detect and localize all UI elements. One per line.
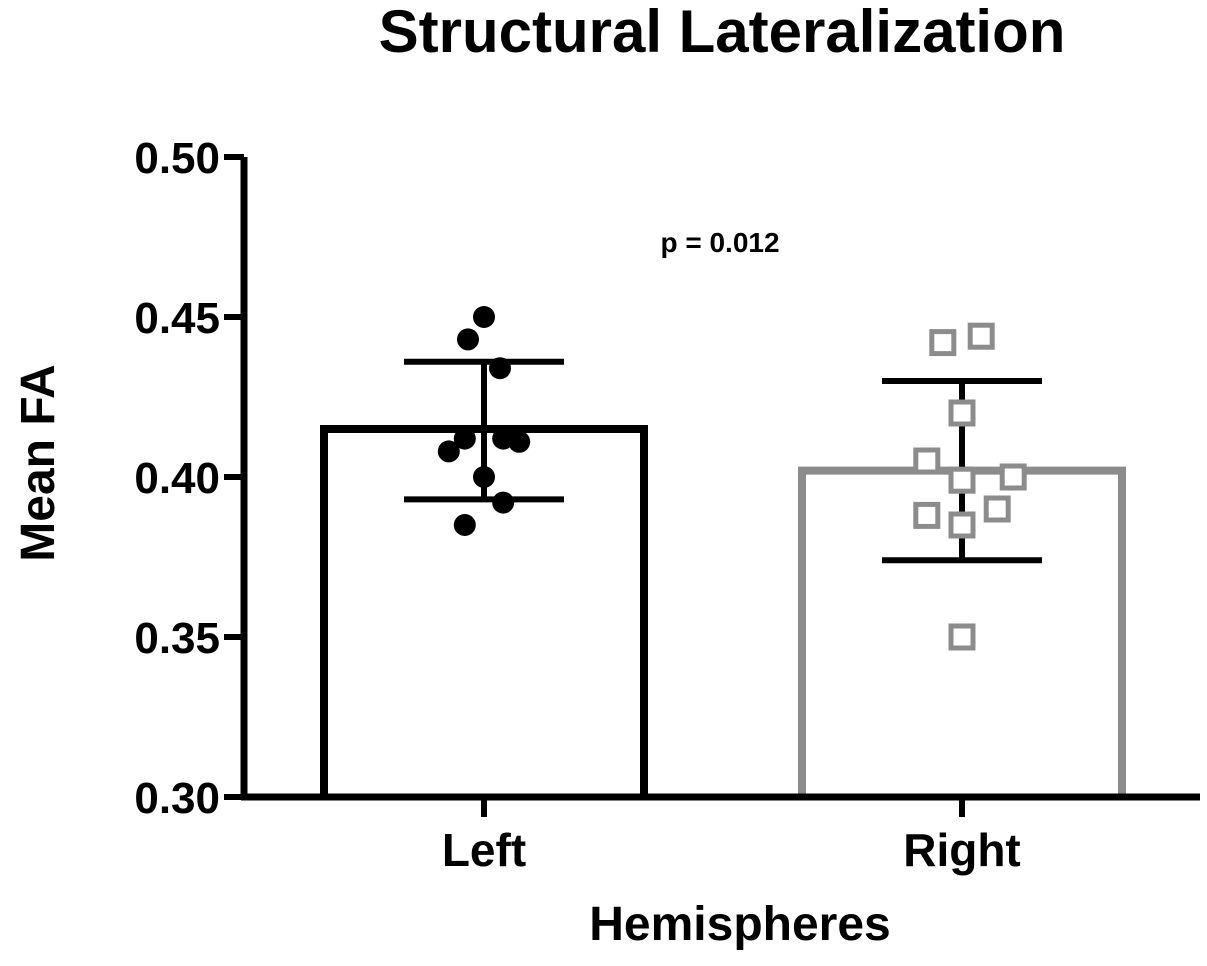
data-point-left bbox=[453, 427, 476, 450]
data-point-left bbox=[473, 466, 495, 488]
x-axis-label: Hemispheres bbox=[589, 898, 890, 951]
y-tick-label: 0.50 bbox=[134, 134, 220, 183]
y-tick-label: 0.40 bbox=[134, 454, 220, 503]
data-point-right bbox=[967, 322, 995, 350]
y-axis-label: Mean FA bbox=[12, 364, 65, 561]
data-point-left bbox=[473, 306, 495, 328]
data-point-right bbox=[983, 495, 1011, 523]
data-point-left bbox=[492, 491, 515, 514]
data-point-left bbox=[453, 514, 476, 536]
data-point-right bbox=[913, 501, 941, 529]
data-point-right bbox=[948, 466, 976, 494]
data-point-right bbox=[948, 399, 976, 427]
data-point-left bbox=[437, 440, 460, 463]
data-point-left bbox=[508, 430, 531, 453]
data-point-right bbox=[948, 623, 976, 651]
y-tick-label: 0.35 bbox=[134, 614, 220, 663]
data-point-right bbox=[913, 447, 941, 475]
data-point-left bbox=[457, 328, 479, 351]
data-point-right bbox=[929, 329, 957, 357]
y-tick-label: 0.30 bbox=[134, 774, 220, 823]
data-point-right bbox=[948, 511, 976, 539]
data-point-right bbox=[999, 463, 1027, 491]
p-value-annotation: p = 0.012 bbox=[660, 227, 779, 258]
ticks-layer: 0.30 0.35 0.40 0.45 0.50 Left Right bbox=[134, 134, 1020, 876]
points-layer bbox=[437, 306, 1027, 651]
errorbars-layer bbox=[404, 358, 1042, 564]
x-category-label-left: Left bbox=[442, 824, 526, 876]
chart-title: Structural Lateralization bbox=[379, 0, 1066, 65]
data-point-left bbox=[489, 357, 511, 380]
y-tick-label: 0.45 bbox=[134, 294, 220, 343]
x-category-label-right: Right bbox=[903, 824, 1021, 876]
